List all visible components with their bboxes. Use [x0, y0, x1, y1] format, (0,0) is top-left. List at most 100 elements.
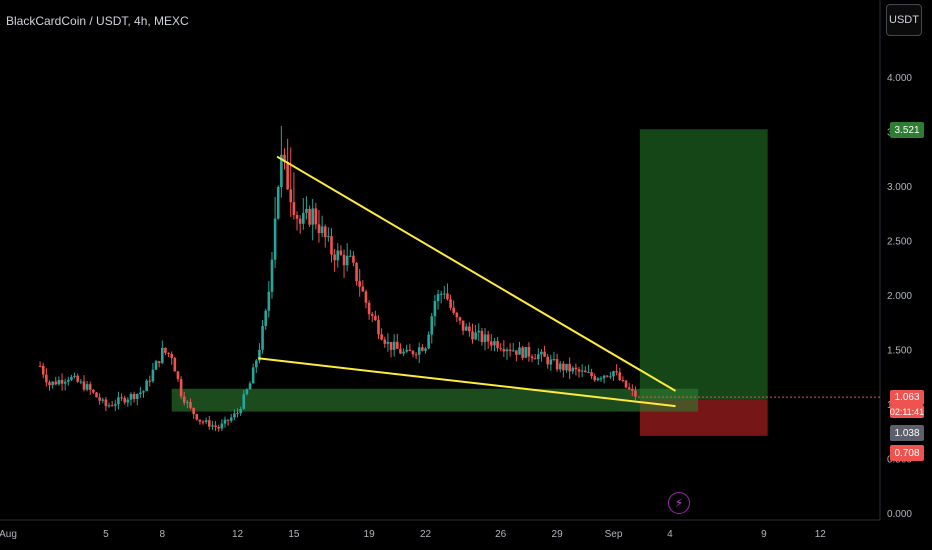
- candle-body: [214, 425, 217, 427]
- candle-body: [615, 371, 618, 373]
- candle-body: [82, 381, 86, 390]
- candle-body: [515, 350, 518, 355]
- candle-body: [98, 397, 101, 401]
- candle-body: [298, 218, 302, 224]
- candle-body: [392, 341, 396, 350]
- countdown-tag: 02:11:41: [889, 405, 925, 418]
- candle-body: [208, 420, 211, 427]
- candle-body: [302, 212, 305, 224]
- candle-body: [408, 349, 412, 352]
- candle-body: [264, 310, 267, 327]
- candle-body: [276, 186, 280, 219]
- lightning-icon[interactable]: ⚡: [668, 492, 690, 514]
- candle-body: [505, 349, 509, 352]
- candle-body: [320, 226, 324, 234]
- x-tick-label: 12: [232, 529, 244, 540]
- candle-body: [157, 361, 161, 363]
- candle-body: [345, 255, 349, 266]
- candle-body: [88, 384, 92, 390]
- candle-body: [117, 397, 120, 405]
- candle-body: [634, 390, 637, 397]
- candle-body: [305, 208, 308, 213]
- candle-body: [496, 341, 499, 349]
- candle-body: [161, 347, 164, 363]
- candle-body: [452, 307, 455, 313]
- profit-zone: [639, 129, 768, 400]
- candle-body: [289, 189, 293, 203]
- candle-body: [204, 420, 208, 423]
- chart-title: BlackCardCoin / USDT, 4h, MEXC: [6, 14, 189, 28]
- candle-body: [377, 320, 380, 335]
- candle-body: [621, 380, 625, 382]
- candle-body: [508, 349, 512, 351]
- candle-body: [283, 154, 286, 162]
- candle-body: [311, 208, 314, 225]
- candle-body: [54, 381, 58, 385]
- candle-body: [574, 367, 578, 370]
- candle-body: [358, 281, 361, 287]
- candle-body: [386, 341, 390, 344]
- candle-body: [518, 347, 521, 355]
- candle-body: [120, 397, 123, 399]
- candle-body: [370, 314, 374, 316]
- candle-body: [402, 351, 405, 354]
- candle-body: [95, 392, 98, 398]
- x-tick-label: 29: [552, 529, 564, 540]
- candle-body: [587, 372, 590, 374]
- candle-body: [524, 347, 528, 358]
- candle-body: [167, 352, 170, 354]
- candle-body: [92, 389, 95, 393]
- candle-body: [211, 425, 214, 427]
- x-tick-label: 4: [667, 529, 673, 540]
- candle-body: [176, 371, 180, 380]
- candle-body: [477, 330, 481, 333]
- candle-body: [261, 326, 264, 350]
- candle-body: [317, 224, 321, 234]
- candle-body: [107, 405, 111, 407]
- currency-button[interactable]: USDT: [886, 4, 922, 36]
- candle-body: [273, 218, 277, 260]
- x-tick-label: Aug: [0, 529, 17, 540]
- candle-body: [602, 375, 606, 379]
- candle-body: [76, 375, 79, 382]
- candle-body: [67, 379, 70, 382]
- candle-body: [414, 354, 418, 356]
- candle-body: [396, 341, 399, 349]
- y-tick-label: 2.500: [887, 237, 912, 248]
- candle-body: [471, 331, 474, 340]
- candle-body: [568, 363, 571, 372]
- candle-body: [593, 376, 596, 381]
- x-tick-label: 5: [103, 529, 109, 540]
- stop-price-tag: 0.708: [890, 445, 924, 461]
- candle-body: [627, 387, 631, 389]
- candle-body: [361, 286, 365, 292]
- candle-body: [139, 392, 142, 394]
- candle-body: [135, 393, 139, 399]
- candle-body: [123, 397, 126, 403]
- candle-body: [411, 351, 415, 355]
- candle-body: [242, 394, 246, 409]
- candle-body: [330, 236, 333, 255]
- candle-body: [449, 299, 452, 308]
- candle-body: [110, 405, 114, 407]
- candle-body: [217, 426, 220, 429]
- target-price-tag: 3.521: [890, 122, 924, 138]
- x-tick-label: 19: [364, 529, 376, 540]
- candle-body: [101, 399, 105, 401]
- candle-body: [424, 348, 427, 351]
- candle-body: [562, 363, 565, 371]
- candle-body: [57, 379, 61, 385]
- candle-body: [349, 255, 352, 257]
- candle-body: [164, 347, 167, 353]
- candle-body: [609, 376, 612, 378]
- candle-body: [389, 341, 393, 350]
- x-tick-label: Sep: [605, 529, 623, 540]
- candle-body: [132, 394, 136, 399]
- candle-body: [399, 348, 402, 354]
- candle-body: [236, 413, 239, 415]
- candle-body: [599, 378, 603, 380]
- candle-body: [546, 356, 549, 365]
- candle-body: [605, 375, 609, 377]
- candle-body: [499, 348, 502, 350]
